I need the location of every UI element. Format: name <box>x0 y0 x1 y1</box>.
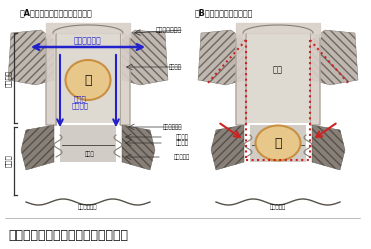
Polygon shape <box>122 30 168 85</box>
Ellipse shape <box>256 125 301 161</box>
Text: （皮下部）: （皮下部） <box>174 154 190 160</box>
Text: 癌: 癌 <box>84 73 92 86</box>
Polygon shape <box>21 125 54 170</box>
Text: 内肛門括約筋: 内肛門括約筋 <box>78 204 98 210</box>
Text: 歯状線: 歯状線 <box>85 151 95 157</box>
Text: 癌: 癌 <box>274 136 282 149</box>
Polygon shape <box>8 30 54 85</box>
Bar <box>60 125 116 162</box>
Text: 肛門管: 肛門管 <box>6 155 12 167</box>
Text: 図．肛門温存手術の新たな手術方法: 図．肛門温存手術の新たな手術方法 <box>8 229 128 242</box>
Bar <box>56 33 120 123</box>
Polygon shape <box>198 30 244 85</box>
Polygon shape <box>46 33 56 125</box>
Text: （腹膜反転部）: （腹膜反転部） <box>156 27 182 33</box>
Text: （中部）: （中部） <box>175 134 188 140</box>
Text: 肛門挙筋: 肛門挙筋 <box>169 64 182 70</box>
Text: 低位前方切除: 低位前方切除 <box>74 36 102 45</box>
Bar <box>250 125 306 162</box>
Ellipse shape <box>66 60 111 100</box>
Polygon shape <box>120 33 130 125</box>
Text: 超低位
前方切除: 超低位 前方切除 <box>72 95 89 109</box>
Text: 外肛門括約筋: 外肛門括約筋 <box>162 124 182 130</box>
Polygon shape <box>236 33 246 125</box>
Polygon shape <box>310 33 320 125</box>
Polygon shape <box>312 125 345 170</box>
Text: 【A】従来の肛門括約筋温存手術: 【A】従来の肛門括約筋温存手術 <box>20 8 93 17</box>
Text: （下部）: （下部） <box>175 140 188 146</box>
Polygon shape <box>312 30 358 85</box>
Text: 直腸: 直腸 <box>273 65 283 74</box>
Text: 【B】括約筋間直腸切除術: 【B】括約筋間直腸切除術 <box>195 8 253 17</box>
Polygon shape <box>122 125 155 170</box>
Polygon shape <box>211 125 244 170</box>
Text: 括約筋間溝: 括約筋間溝 <box>270 204 286 210</box>
Text: 下部直腸: 下部直腸 <box>6 69 12 86</box>
Bar <box>246 33 310 123</box>
